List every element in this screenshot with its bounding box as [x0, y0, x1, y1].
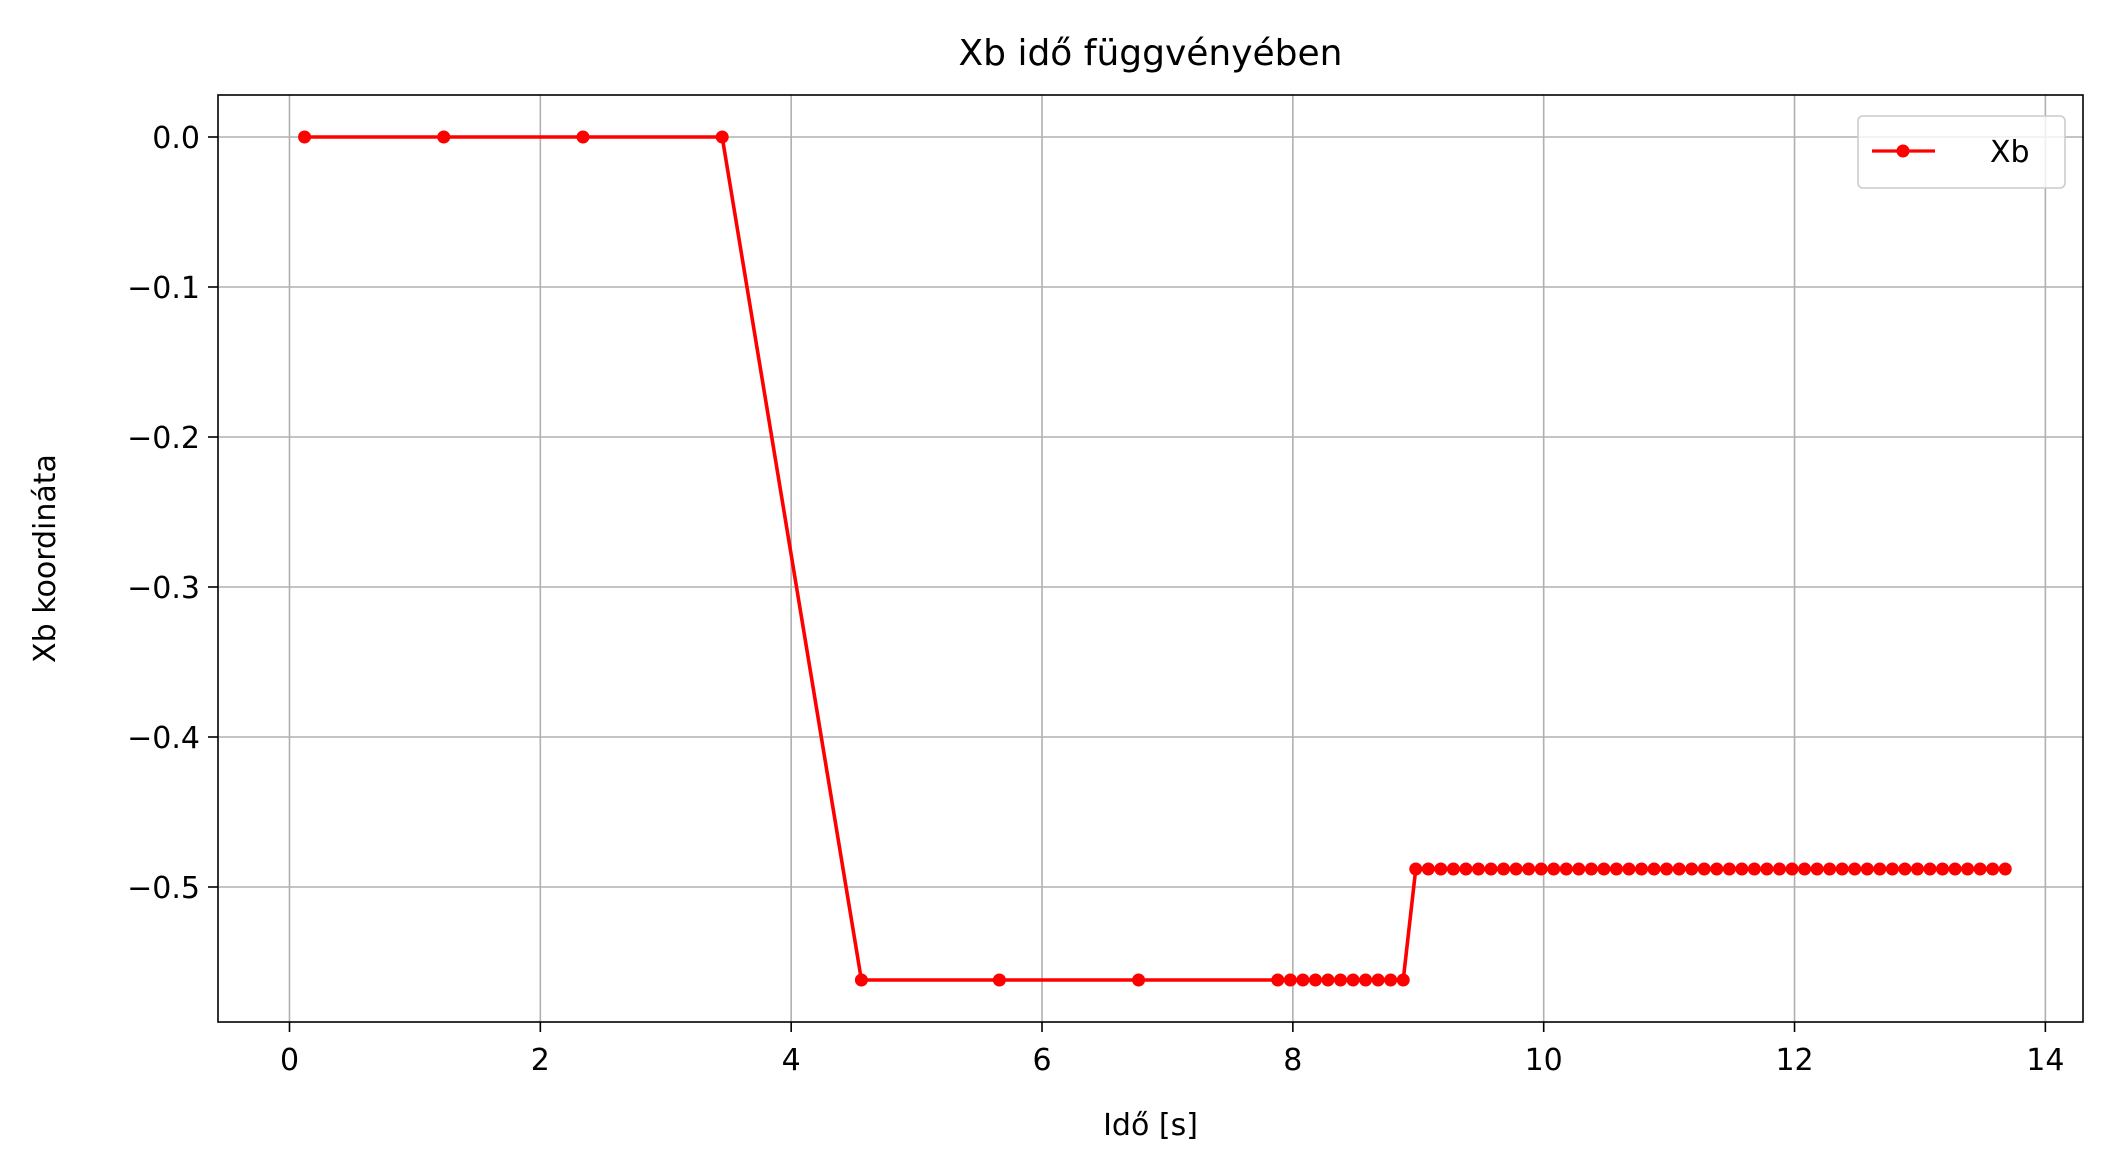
data-point [1961, 862, 1975, 876]
data-point [854, 973, 868, 987]
data-point [715, 130, 729, 144]
data-point [1622, 862, 1636, 876]
data-point [1898, 862, 1912, 876]
data-point [1471, 862, 1485, 876]
data-point [1760, 862, 1774, 876]
data-point [1798, 862, 1812, 876]
data-point [1785, 862, 1799, 876]
data-point [1547, 862, 1561, 876]
legend: Xb [1857, 115, 2066, 189]
data-point [1810, 862, 1824, 876]
data-point [298, 130, 312, 144]
legend-marker-xb [1896, 144, 1910, 158]
data-point [437, 130, 451, 144]
grid-lines [218, 95, 2083, 1022]
data-point [1434, 862, 1448, 876]
plot-frame [217, 94, 2084, 1023]
data-point [1271, 973, 1285, 987]
data-point [1835, 862, 1849, 876]
chart-title: Xb idő függvényében [958, 33, 1342, 74]
data-point [1509, 862, 1523, 876]
data-point [1973, 862, 1987, 876]
y-tick-label: −0.3 [127, 571, 200, 606]
y-tick-label: −0.1 [127, 271, 200, 306]
data-point [1635, 862, 1649, 876]
ticks: 0 2 4 6 8 10 12 14 0.0 −0.1 −0.2 −0.3 −0.4 −0.5 [127, 121, 2064, 1078]
data-point [1986, 862, 2000, 876]
x-tick-label: 10 [1525, 1043, 1563, 1078]
x-tick-label: 6 [1032, 1043, 1051, 1078]
data-point [1534, 862, 1548, 876]
data-point [1522, 862, 1536, 876]
data-point [1497, 862, 1511, 876]
x-tick-label: 2 [531, 1043, 550, 1078]
data-point [1923, 862, 1937, 876]
data-point [1459, 862, 1473, 876]
y-tick-label: −0.5 [127, 871, 200, 906]
data-point [1823, 862, 1837, 876]
series-line-xb [304, 135, 2006, 982]
data-point [1396, 973, 1410, 987]
x-tick-label: 12 [1775, 1043, 1813, 1078]
data-point [1685, 862, 1699, 876]
data-point [1296, 973, 1310, 987]
data-point [1334, 973, 1348, 987]
data-point [1132, 973, 1146, 987]
data-point [1660, 862, 1674, 876]
data-point [1672, 862, 1686, 876]
data-point [1559, 862, 1573, 876]
data-point [1384, 973, 1398, 987]
data-point [1936, 862, 1950, 876]
data-point [1359, 973, 1373, 987]
x-axis-label: Idő [s] [1103, 1108, 1198, 1143]
data-point [1421, 862, 1435, 876]
data-point [1735, 862, 1749, 876]
data-point [1484, 862, 1498, 876]
series-layer [298, 130, 2012, 987]
data-point [1697, 862, 1711, 876]
data-point [1597, 862, 1611, 876]
data-point [1948, 862, 1962, 876]
y-tick-label: −0.4 [127, 721, 200, 756]
data-point [1446, 862, 1460, 876]
data-point [1409, 862, 1423, 876]
data-point [1283, 973, 1297, 987]
data-point [1371, 973, 1385, 987]
y-tick-label: −0.2 [127, 421, 200, 456]
data-point [1346, 973, 1360, 987]
x-tick-label: 8 [1283, 1043, 1302, 1078]
data-point [1885, 862, 1899, 876]
data-point [1321, 973, 1335, 987]
data-point [1609, 862, 1623, 876]
legend-box [1857, 115, 2066, 189]
data-point [1722, 862, 1736, 876]
data-point [576, 130, 590, 144]
data-point [1584, 862, 1598, 876]
data-point [1747, 862, 1761, 876]
data-point [1860, 862, 1874, 876]
data-point [1910, 862, 1924, 876]
x-tick-label: 0 [280, 1043, 299, 1078]
data-point [1710, 862, 1724, 876]
data-point [1873, 862, 1887, 876]
x-tick-label: 4 [782, 1043, 801, 1078]
data-point [1647, 862, 1661, 876]
legend-label-xb: Xb [1990, 135, 2030, 170]
y-axis-label: Xb koordináta [28, 454, 63, 663]
data-point [992, 973, 1006, 987]
data-point [1848, 862, 1862, 876]
data-point [1572, 862, 1586, 876]
data-point [1998, 862, 2012, 876]
data-point [1772, 862, 1786, 876]
x-tick-label: 14 [2026, 1043, 2064, 1078]
y-tick-label: 0.0 [152, 121, 200, 156]
data-point [1308, 973, 1322, 987]
